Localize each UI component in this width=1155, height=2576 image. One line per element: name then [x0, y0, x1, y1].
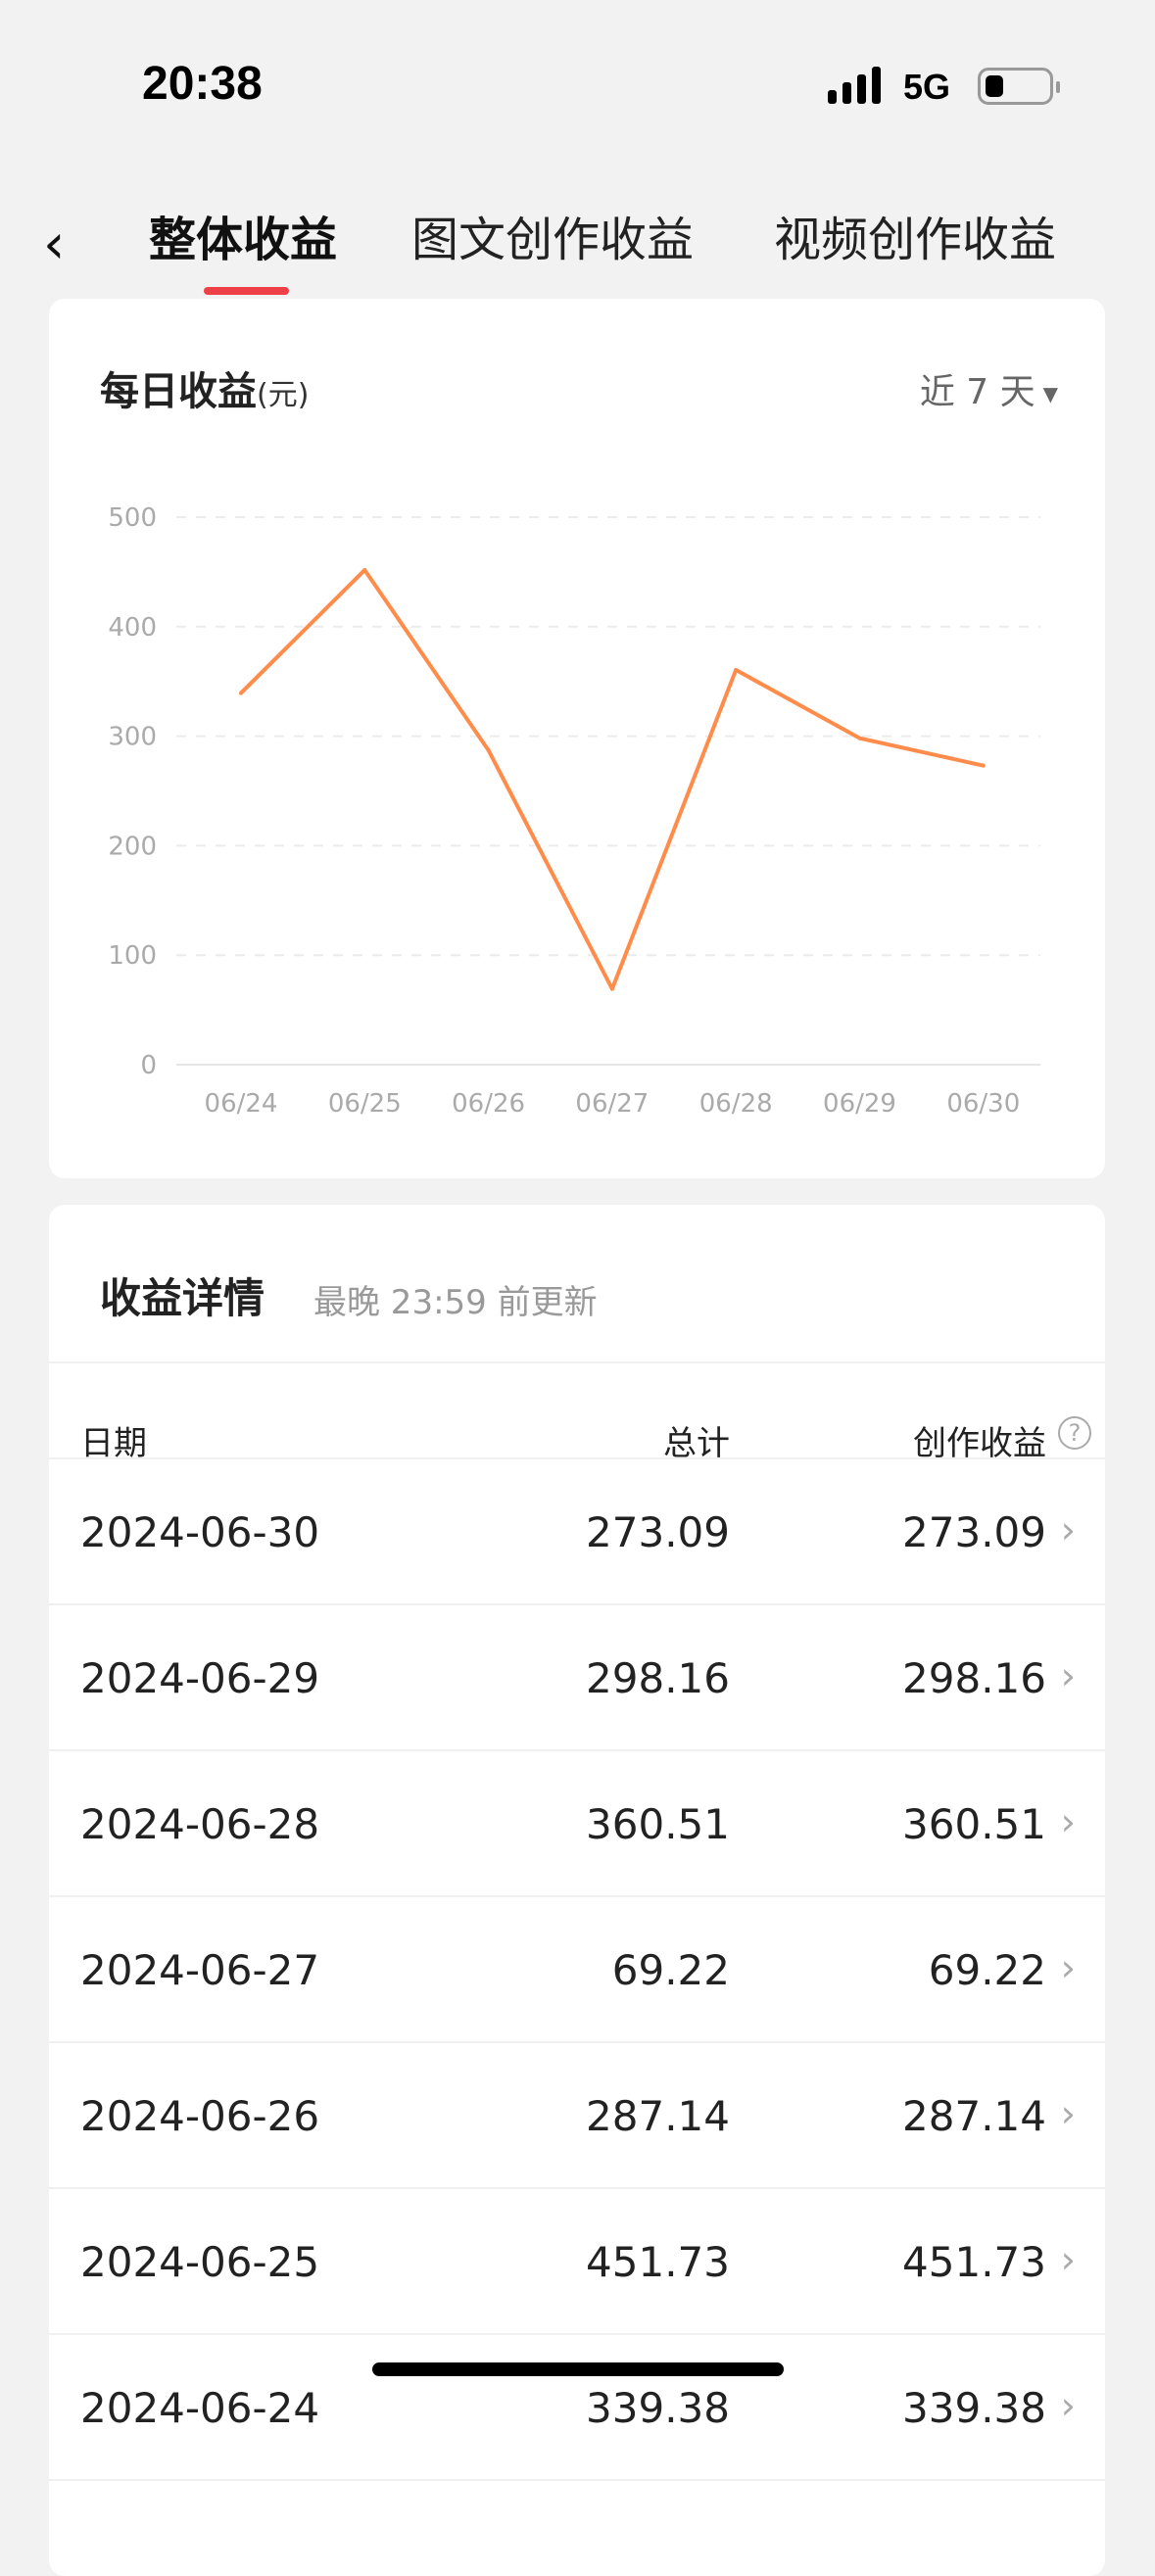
data-point [486, 747, 491, 752]
details-title: 收益详情 [100, 1274, 265, 1322]
chevron-left-icon: ‹ [43, 213, 66, 276]
data-point [239, 691, 243, 695]
top-nav: ‹ 整体收益 图文创作收益 视频创作收益 [0, 191, 1155, 299]
row-date: 2024-06-30 [80, 1508, 320, 1556]
x-tick-label: 06/26 [452, 1089, 525, 1119]
row-total: 69.22 [611, 1946, 730, 1994]
tab-video[interactable]: 视频创作收益 [774, 213, 1057, 267]
row-date: 2024-06-26 [80, 2092, 320, 2140]
details-subtitle: 最晚 23:59 前更新 [313, 1283, 598, 1322]
row-creation: 273.09 [902, 1508, 1046, 1556]
network-type: 5G [903, 67, 951, 107]
x-tick-label: 06/29 [823, 1089, 896, 1119]
table-row[interactable]: 2024-06-27 69.22 69.22 › [49, 1897, 1105, 2043]
battery-icon [978, 68, 1060, 105]
row-total: 451.73 [586, 2238, 730, 2286]
header-total: 总计 [663, 1424, 730, 1463]
tab-overall[interactable]: 整体收益 [149, 213, 338, 267]
tab-article[interactable]: 图文创作收益 [411, 213, 695, 267]
row-creation: 339.38 [902, 2384, 1046, 2432]
header-date: 日期 [80, 1424, 147, 1463]
y-tick-label: 200 [108, 832, 157, 861]
y-tick-label: 500 [108, 503, 157, 533]
data-point [609, 986, 614, 991]
daily-title-text: 每日收益 [100, 369, 257, 414]
table-row[interactable]: 2024-06-28 360.51 360.51 › [49, 1751, 1105, 1897]
row-total: 298.16 [586, 1654, 730, 1702]
row-creation: 298.16 [902, 1654, 1046, 1702]
table-header: 日期 总计 创作收益 ? [49, 1387, 1105, 1483]
chevron-right-icon: › [1060, 1654, 1076, 1697]
help-icon[interactable]: ? [1058, 1416, 1091, 1450]
caret-down-icon: ▼ [1042, 382, 1058, 405]
chevron-right-icon: › [1060, 1946, 1076, 1989]
daily-unit: (元) [257, 378, 310, 412]
details-card: 收益详情 最晚 23:59 前更新 日期 总计 创作收益 ? 2024-06-3… [49, 1205, 1105, 2576]
y-tick-label: 300 [108, 723, 157, 752]
data-point [981, 763, 986, 768]
row-total: 360.51 [586, 1800, 730, 1848]
table-row[interactable]: 2024-06-24 339.38 339.38 › [49, 2335, 1105, 2481]
data-point [362, 567, 367, 572]
row-date: 2024-06-25 [80, 2238, 320, 2286]
chevron-right-icon: › [1060, 2238, 1076, 2281]
range-label: 近 7 天 [919, 372, 1035, 412]
header-creation: 创作收益 [913, 1424, 1046, 1463]
chevron-right-icon: › [1060, 2384, 1076, 2427]
divider [49, 1361, 1105, 1363]
row-date: 2024-06-28 [80, 1800, 320, 1848]
y-tick-label: 400 [108, 613, 157, 643]
table-row[interactable]: 2024-06-30 273.09 273.09 › [49, 1459, 1105, 1605]
x-tick-label: 06/25 [328, 1089, 402, 1119]
data-point [734, 667, 739, 672]
range-dropdown[interactable]: 近 7 天 ▼ [920, 363, 1058, 414]
home-indicator[interactable] [372, 2362, 784, 2376]
row-total: 273.09 [586, 1508, 730, 1556]
divider [49, 1457, 1105, 1459]
line-chart: 0 100 200 300 400 500 06/24 06/25 06/26 06/27 06/2… [108, 503, 1040, 1119]
row-creation: 451.73 [902, 2238, 1046, 2286]
x-tick-label: 06/27 [575, 1089, 649, 1119]
row-creation: 69.22 [928, 1946, 1046, 1994]
daily-earnings-card: 每日收益(元) 近 7 天 ▼ 0 100 200 300 400 500 06/24 06/2… [49, 299, 1105, 1178]
y-tick-label: 100 [108, 941, 157, 971]
signal-icon [828, 65, 881, 104]
row-total: 339.38 [586, 2384, 730, 2432]
series-line [239, 567, 985, 991]
x-tick-label: 06/30 [946, 1089, 1020, 1119]
y-tick-label: 0 [140, 1051, 157, 1080]
daily-title: 每日收益(元) [100, 359, 309, 416]
row-date: 2024-06-29 [80, 1654, 320, 1702]
data-point [857, 736, 862, 740]
chevron-right-icon: › [1060, 2092, 1076, 2135]
back-button[interactable]: ‹ [43, 213, 65, 276]
table-row[interactable]: 2024-06-29 298.16 298.16 › [49, 1605, 1105, 1751]
row-date: 2024-06-24 [80, 2384, 320, 2432]
x-tick-label: 06/28 [699, 1089, 773, 1119]
chevron-right-icon: › [1060, 1508, 1076, 1551]
row-creation: 287.14 [902, 2092, 1046, 2140]
row-creation: 360.51 [902, 1800, 1046, 1848]
active-tab-indicator [204, 287, 289, 295]
status-time: 20:38 [142, 58, 263, 110]
chevron-right-icon: › [1060, 1800, 1076, 1843]
row-date: 2024-06-27 [80, 1946, 320, 1994]
table-row[interactable]: 2024-06-25 451.73 451.73 › [49, 2189, 1105, 2335]
row-total: 287.14 [586, 2092, 730, 2140]
x-tick-label: 06/24 [205, 1089, 278, 1119]
status-bar: 20:38 5G [0, 0, 1155, 167]
table-row[interactable]: 2024-06-26 287.14 287.14 › [49, 2043, 1105, 2189]
